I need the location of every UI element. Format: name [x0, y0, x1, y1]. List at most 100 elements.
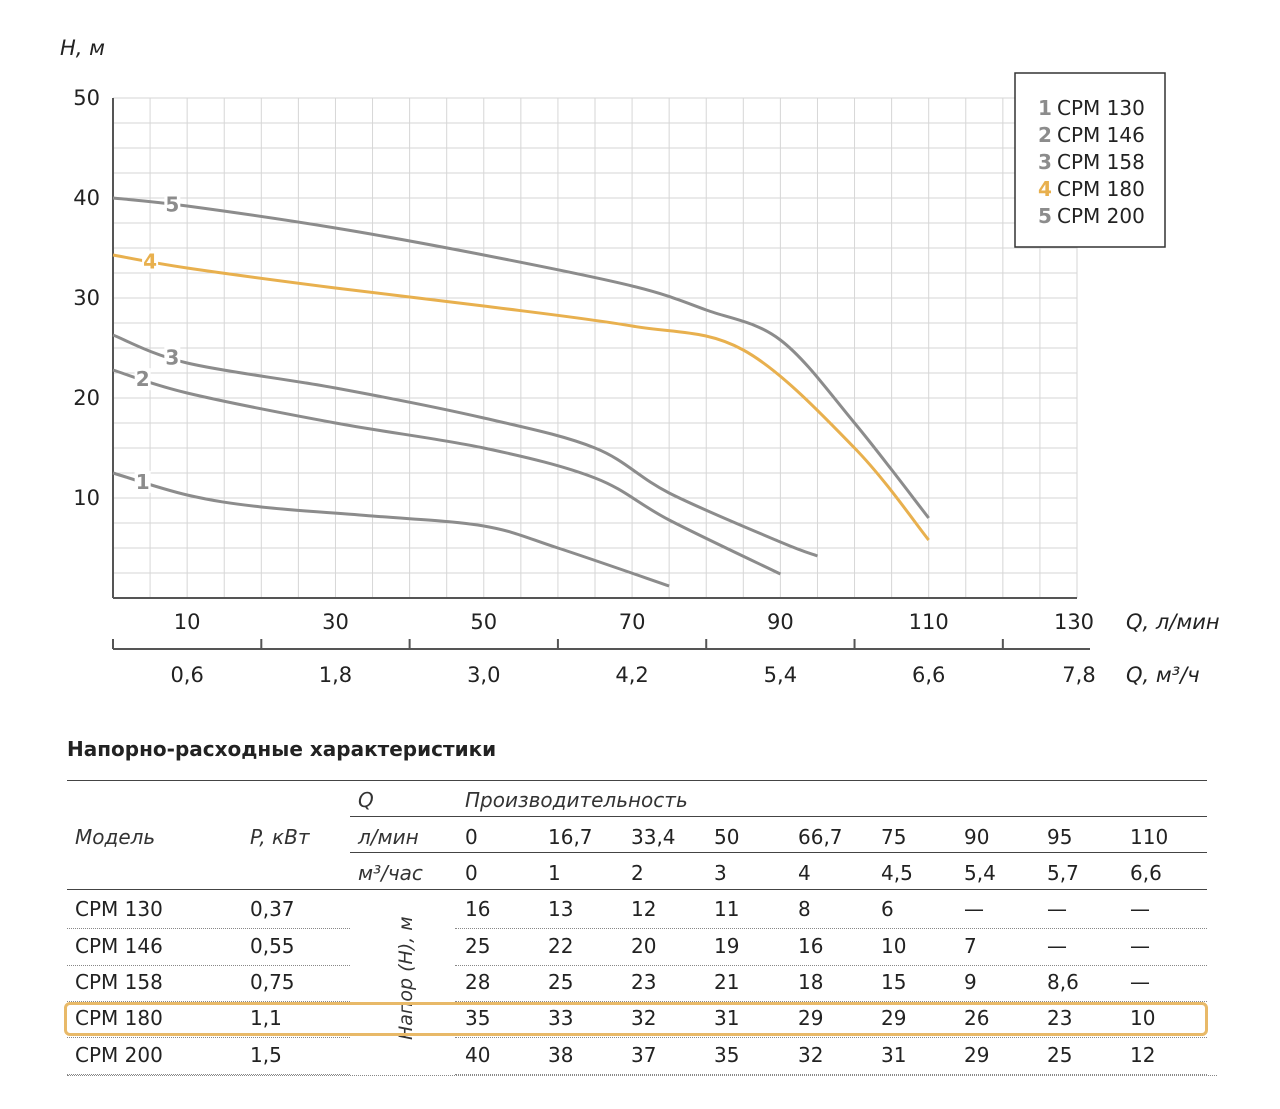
series-marker-bg [134, 470, 151, 493]
header-m3h-value: 4 [798, 861, 811, 885]
y-tick-label: 30 [73, 286, 100, 310]
legend-entry: CPM 130 [1057, 96, 1145, 120]
legend-number: 2 [1038, 123, 1052, 147]
table-row-value: 31 [881, 1043, 907, 1067]
table-row-value: 10 [1130, 1006, 1156, 1030]
series-line-3 [112, 333, 818, 558]
x-tick-label-m3h: 5,4 [764, 663, 797, 687]
chart-axes [112, 98, 1090, 650]
header-m3h-value: 3 [714, 861, 727, 885]
header-lmin-value: 33,4 [631, 825, 676, 849]
table-row-model: CPM 180 [75, 1006, 163, 1030]
series-line-5 [112, 196, 930, 519]
row-separator-right [455, 965, 1207, 966]
series-line-1 [112, 471, 670, 588]
table-row-value: — [1047, 897, 1067, 921]
y-axis-title: H, м [60, 36, 105, 60]
row-separator-right [455, 1001, 1207, 1002]
table-row-value: 8 [798, 897, 811, 921]
header-unit-lmin: л/мин [358, 825, 419, 849]
header-lmin-value: 75 [881, 825, 907, 849]
row-separator-right [455, 1074, 1207, 1075]
x-tick-label-lmin: 90 [767, 610, 794, 634]
row-separator-left [67, 965, 350, 966]
table-row-value: 16 [798, 934, 824, 958]
x-tick-label-lmin: 50 [470, 610, 497, 634]
row-separator-left [67, 1001, 350, 1002]
table-row-value: 33 [548, 1006, 574, 1030]
series-marker-bg [164, 346, 181, 369]
table-row-value: — [1047, 934, 1067, 958]
legend-entry: CPM 146 [1057, 123, 1145, 147]
table-row-value: — [964, 897, 984, 921]
x-tick-label-lmin: 110 [909, 610, 949, 634]
highlighted-row-frame [64, 1002, 1208, 1036]
header-m3h-value: 5,7 [1047, 861, 1079, 885]
y-tick-label: 40 [73, 186, 100, 210]
table-row-model: CPM 130 [75, 897, 163, 921]
x-tick-label-m3h: 1,8 [319, 663, 352, 687]
table-row-value: 37 [631, 1043, 657, 1067]
y-tick-label: 50 [73, 86, 100, 110]
table-row-value: 38 [548, 1043, 574, 1067]
legend-entry: CPM 180 [1057, 177, 1145, 201]
table-row-value: 18 [798, 970, 824, 994]
table-row-power: 0,55 [250, 934, 295, 958]
header-m3h-value: 1 [548, 861, 561, 885]
table-row-value: 32 [798, 1043, 824, 1067]
table-row-value: 26 [964, 1006, 990, 1030]
table-row-value: — [1130, 897, 1150, 921]
table-row-value: 29 [964, 1043, 990, 1067]
table-row-value: 31 [714, 1006, 740, 1030]
table-row-value: 15 [881, 970, 907, 994]
header-model: Модель [75, 825, 156, 849]
header-rule-2 [350, 852, 1207, 853]
table-row-value: 6 [881, 897, 894, 921]
table-row-value: 25 [1047, 1043, 1073, 1067]
header-m3h-value: 5,4 [964, 861, 996, 885]
x-tick-label-lmin: 30 [322, 610, 349, 634]
header-lmin-value: 90 [964, 825, 990, 849]
series-marker-bg [134, 368, 151, 391]
x-tick-label-lmin: 10 [174, 610, 201, 634]
row-separator-left [67, 1074, 350, 1075]
header-m3h-value: 6,6 [1130, 861, 1162, 885]
table-row-value: 40 [465, 1043, 491, 1067]
x-tick-label-m3h: 7,8 [1062, 663, 1095, 687]
row-separator-right [455, 928, 1207, 929]
row-separator-right [455, 1037, 1207, 1038]
table-row-value: 32 [631, 1006, 657, 1030]
table-row-value: — [1130, 934, 1150, 958]
table-row-value: 9 [964, 970, 977, 994]
legend-box [1014, 72, 1166, 248]
y-tick-label: 10 [73, 486, 100, 510]
legend-entry: CPM 200 [1057, 204, 1145, 228]
header-rule-1 [350, 816, 1207, 817]
x-tick-label-lmin: 130 [1054, 610, 1094, 634]
header-unit-m3h: м³/час [358, 861, 423, 885]
table-row-model: CPM 146 [75, 934, 163, 958]
header-power: P, кВт [250, 825, 310, 849]
table-row-value: 12 [1130, 1043, 1156, 1067]
table-row-value: 21 [714, 970, 740, 994]
table-row-value: 29 [881, 1006, 907, 1030]
series-marker-bg [164, 193, 181, 216]
x-tick-label-m3h: 3,0 [467, 663, 500, 687]
table-row-power: 0,75 [250, 970, 295, 994]
table-row-value: 8,6 [1047, 970, 1079, 994]
table-row-power: 0,37 [250, 897, 295, 921]
table-row-model: CPM 200 [75, 1043, 163, 1067]
header-bottom-rule [67, 889, 1207, 890]
x-axis-title-lmin: Q, л/мин [1126, 610, 1220, 634]
table-row-value: 19 [714, 934, 740, 958]
header-lmin-value: 66,7 [798, 825, 843, 849]
table-row-value: — [1130, 970, 1150, 994]
header-lmin-value: 16,7 [548, 825, 593, 849]
table-row-model: CPM 158 [75, 970, 163, 994]
series-line-2 [112, 368, 782, 576]
table-row-value: 25 [548, 970, 574, 994]
table-bottom-rule [67, 1075, 1217, 1076]
